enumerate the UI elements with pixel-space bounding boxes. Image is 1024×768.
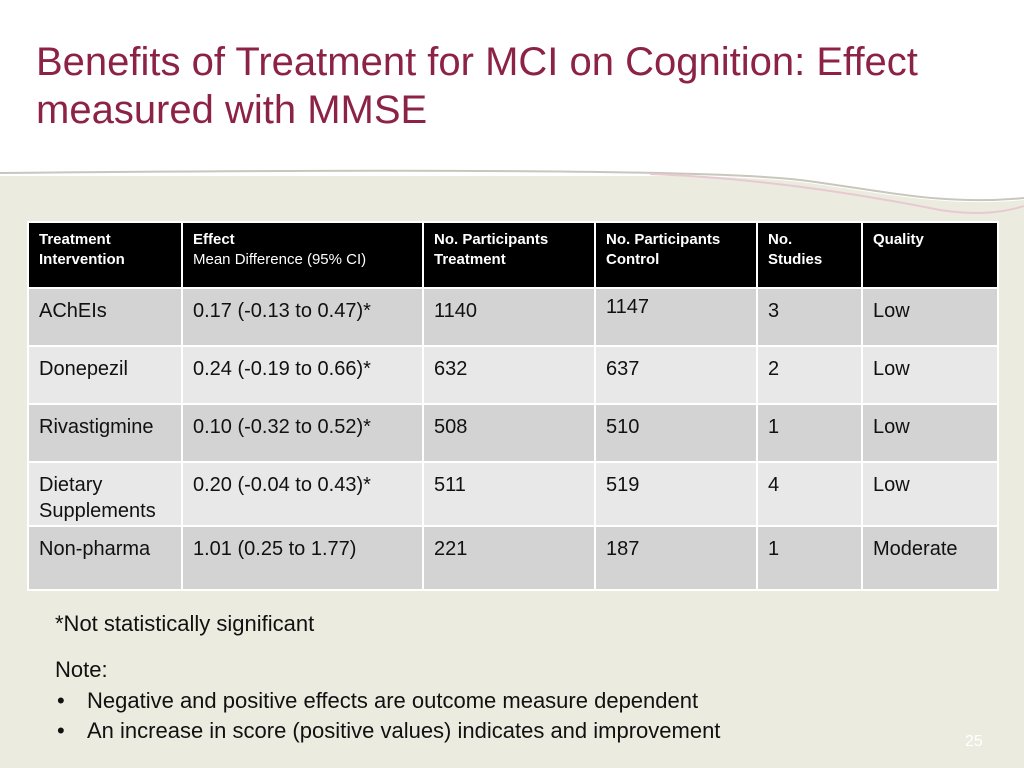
cell-effect: 0.24 (-0.19 to 0.66)* — [181, 345, 424, 405]
cell-control: 519 — [594, 461, 758, 527]
table-row: Dietary Supplements 0.20 (-0.04 to 0.43)… — [27, 461, 999, 527]
header-participants-control: No. Participants Control — [594, 221, 758, 289]
header-quality: Quality — [861, 221, 999, 289]
cell-treatment: 511 — [422, 461, 596, 527]
cell-quality: Low — [861, 461, 999, 527]
table-row: Donepezil 0.24 (-0.19 to 0.66)* 632 637 … — [27, 345, 999, 405]
cell-treatment: 221 — [422, 525, 596, 591]
header-participants-treatment: No. Participants Treatment — [422, 221, 596, 289]
note-list: • Negative and positive effects are outco… — [55, 686, 720, 746]
slide-title: Benefits of Treatment for MCI on Cogniti… — [36, 40, 918, 132]
cell-control: 1147 — [594, 287, 758, 347]
cell-studies: 1 — [756, 403, 863, 463]
cell-effect: 0.20 (-0.04 to 0.43)* — [181, 461, 424, 527]
cell-effect: 1.01 (0.25 to 1.77) — [181, 525, 424, 591]
cell-studies: 4 — [756, 461, 863, 527]
cell-intervention: Donepezil — [27, 345, 183, 405]
bullet-icon: • — [57, 688, 65, 713]
list-item: • An increase in score (positive values) … — [55, 716, 720, 746]
table-row: AChEIs 0.17 (-0.13 to 0.47)* 1140 1147 3… — [27, 287, 999, 347]
cell-effect: 0.17 (-0.13 to 0.47)* — [181, 287, 424, 347]
list-item: • Negative and positive effects are outco… — [55, 686, 720, 716]
significance-footnote: *Not statistically significant — [55, 611, 315, 636]
cell-quality: Low — [861, 403, 999, 463]
table-header-row: Treatment Intervention Effect Mean Differe… — [27, 221, 999, 289]
cell-treatment: 508 — [422, 403, 596, 463]
results-table: Treatment Intervention Effect Mean Differe… — [27, 221, 999, 591]
cell-studies: 3 — [756, 287, 863, 347]
cell-control: 510 — [594, 403, 758, 463]
page-number: 25 — [965, 733, 983, 750]
header-studies: No. Studies — [756, 221, 863, 289]
cell-treatment: 1140 — [422, 287, 596, 347]
note-title: Note: — [55, 657, 108, 682]
header-intervention: Treatment Intervention — [27, 221, 183, 289]
cell-intervention: Non-pharma — [27, 525, 183, 591]
cell-intervention: AChEIs — [27, 287, 183, 347]
cell-quality: Low — [861, 287, 999, 347]
cell-intervention: Dietary Supplements — [27, 461, 183, 527]
table-row: Non-pharma 1.01 (0.25 to 1.77) 221 187 1… — [27, 525, 999, 591]
cell-control: 637 — [594, 345, 758, 405]
decorative-swoosh — [0, 160, 1024, 214]
cell-control: 187 — [594, 525, 758, 591]
table-row: Rivastigmine 0.10 (-0.32 to 0.52)* 508 5… — [27, 403, 999, 463]
cell-quality: Low — [861, 345, 999, 405]
header-effect: Effect Mean Difference (95% CI) — [181, 221, 424, 289]
cell-intervention: Rivastigmine — [27, 403, 183, 463]
cell-quality: Moderate — [861, 525, 999, 591]
cell-treatment: 632 — [422, 345, 596, 405]
cell-studies: 1 — [756, 525, 863, 591]
bullet-icon: • — [57, 718, 65, 743]
cell-studies: 2 — [756, 345, 863, 405]
cell-effect: 0.10 (-0.32 to 0.52)* — [181, 403, 424, 463]
